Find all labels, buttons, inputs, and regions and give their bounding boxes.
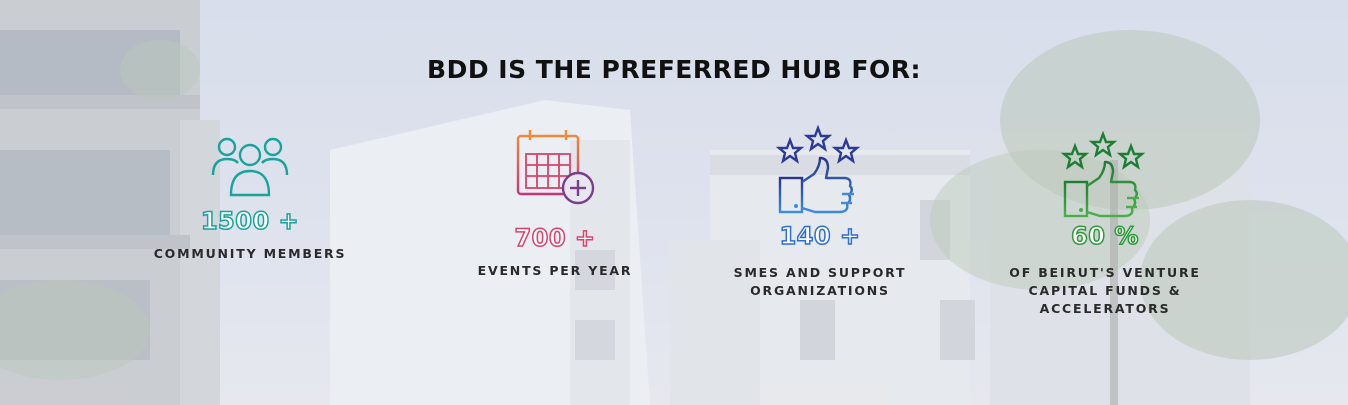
stat-label: COMMUNITY MEMBERS bbox=[153, 246, 347, 261]
community-members-icon bbox=[211, 137, 289, 197]
thumbs-up-stars-icon bbox=[775, 124, 861, 214]
stat-events-per-year: 700 + EVENTS PER YEAR bbox=[430, 126, 680, 280]
stat-value: 1500 + bbox=[200, 206, 300, 236]
stat-label-line-1: SMES AND SUPPORT bbox=[733, 265, 907, 280]
stat-venture-capital-funds: 60 % OF BEIRUT'S VENTURE CAPITAL FUNDS &… bbox=[985, 130, 1225, 318]
stat-community-members: 1500 + COMMUNITY MEMBERS bbox=[140, 125, 360, 263]
stat-value: 700 + bbox=[514, 223, 596, 253]
stat-label-line-3: ACCELERATORS bbox=[1039, 301, 1171, 316]
page-title: BDD IS THE PREFERRED HUB FOR: bbox=[427, 55, 921, 84]
stat-label-line-1: OF BEIRUT'S VENTURE bbox=[1009, 265, 1201, 280]
calendar-add-icon bbox=[516, 130, 595, 205]
stat-value: 60 % bbox=[1070, 221, 1139, 251]
stat-value: 140 + bbox=[779, 221, 861, 251]
stat-label-line-2: CAPITAL FUNDS & bbox=[1028, 283, 1182, 298]
thumbs-up-stars-icon bbox=[1060, 130, 1146, 218]
stat-label-line-2: ORGANIZATIONS bbox=[750, 283, 890, 298]
stat-smes-support-organizations: 140 + SMES AND SUPPORT ORGANIZATIONS bbox=[705, 120, 935, 300]
stat-label: EVENTS PER YEAR bbox=[477, 263, 633, 278]
